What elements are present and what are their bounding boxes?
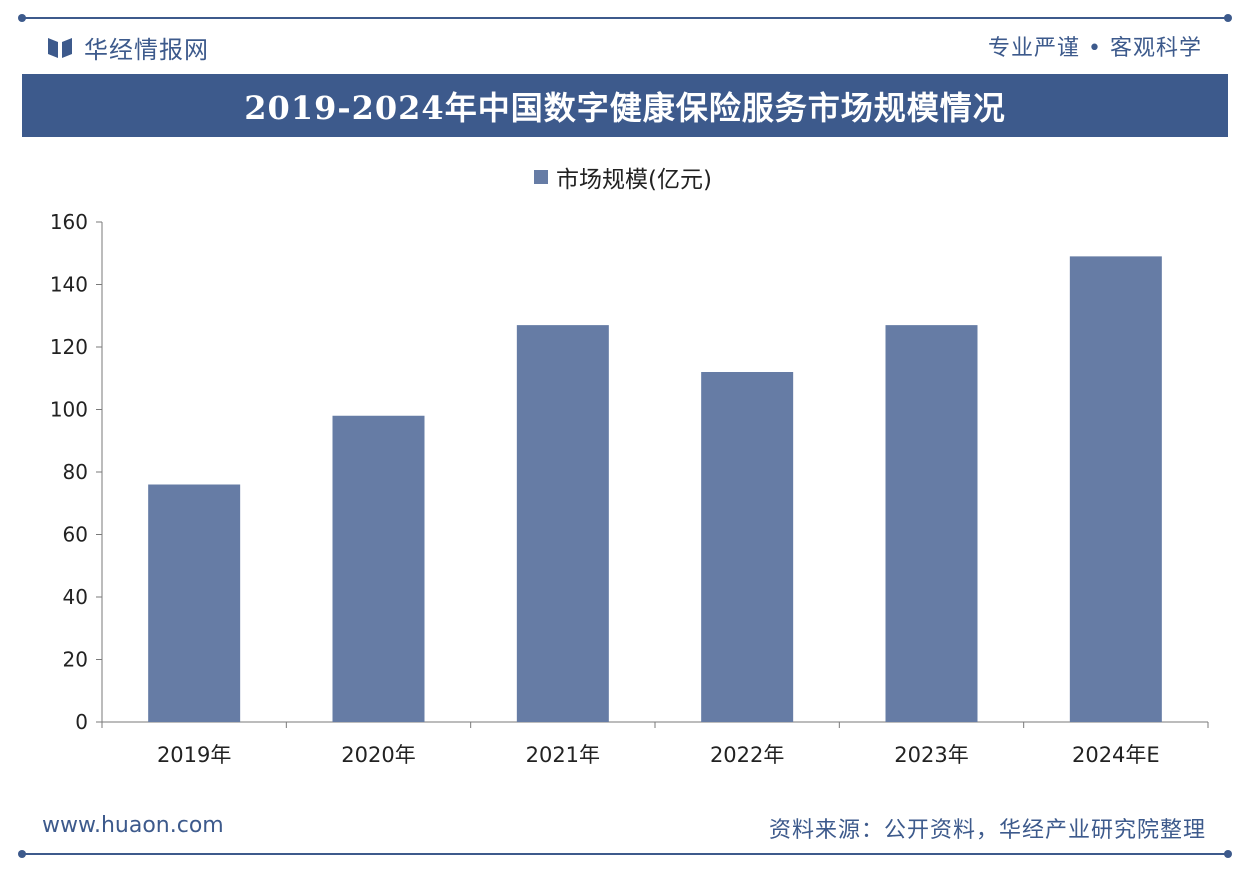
bar <box>885 325 978 722</box>
rule-dot-left <box>18 850 26 858</box>
chart-title: 2019-2024年中国数字健康保险服务市场规模情况 <box>244 88 1006 127</box>
y-tick-label: 140 <box>50 273 88 297</box>
legend-label: 市场规模(亿元) <box>556 167 712 193</box>
y-tick-label: 40 <box>63 585 88 609</box>
rule-dot-right <box>1224 14 1232 22</box>
top-rule <box>18 14 1232 22</box>
website: www.huaon.com <box>42 813 224 838</box>
rule-dot-right <box>1224 850 1232 858</box>
bar <box>701 372 794 722</box>
rule-dot-left <box>18 14 26 22</box>
x-tick-label: 2021年 <box>526 743 600 767</box>
y-tick-label: 160 <box>50 210 88 234</box>
y-tick-label: 60 <box>63 523 88 547</box>
brand-name: 华经情报网 <box>84 36 209 64</box>
title-bar: 2019-2024年中国数字健康保险服务市场规模情况 <box>22 74 1228 137</box>
bar <box>1069 256 1162 722</box>
legend: 市场规模(亿元) <box>0 160 1246 194</box>
slogan: 专业严谨 • 客观科学 <box>988 36 1202 61</box>
y-tick-label: 120 <box>50 335 88 359</box>
bar <box>516 325 609 722</box>
x-tick-label: 2024年E <box>1072 743 1160 767</box>
x-tick-label: 2022年 <box>710 743 784 767</box>
bottom-rule <box>18 850 1232 858</box>
source-note: 资料来源：公开资料，华经产业研究院整理 <box>768 818 1206 843</box>
y-tick-label: 20 <box>63 648 88 672</box>
x-tick-label: 2023年 <box>894 743 968 767</box>
bar <box>148 484 241 722</box>
y-tick-label: 100 <box>50 398 88 422</box>
legend-swatch <box>534 170 549 184</box>
brand: 华经情报网 <box>46 30 209 65</box>
x-tick-label: 2019年 <box>157 743 231 767</box>
x-tick-label: 2020年 <box>341 743 415 767</box>
book-logo-icon <box>48 37 72 58</box>
y-tick-label: 0 <box>75 710 88 734</box>
y-tick-label: 80 <box>63 460 88 484</box>
bar <box>332 415 425 722</box>
